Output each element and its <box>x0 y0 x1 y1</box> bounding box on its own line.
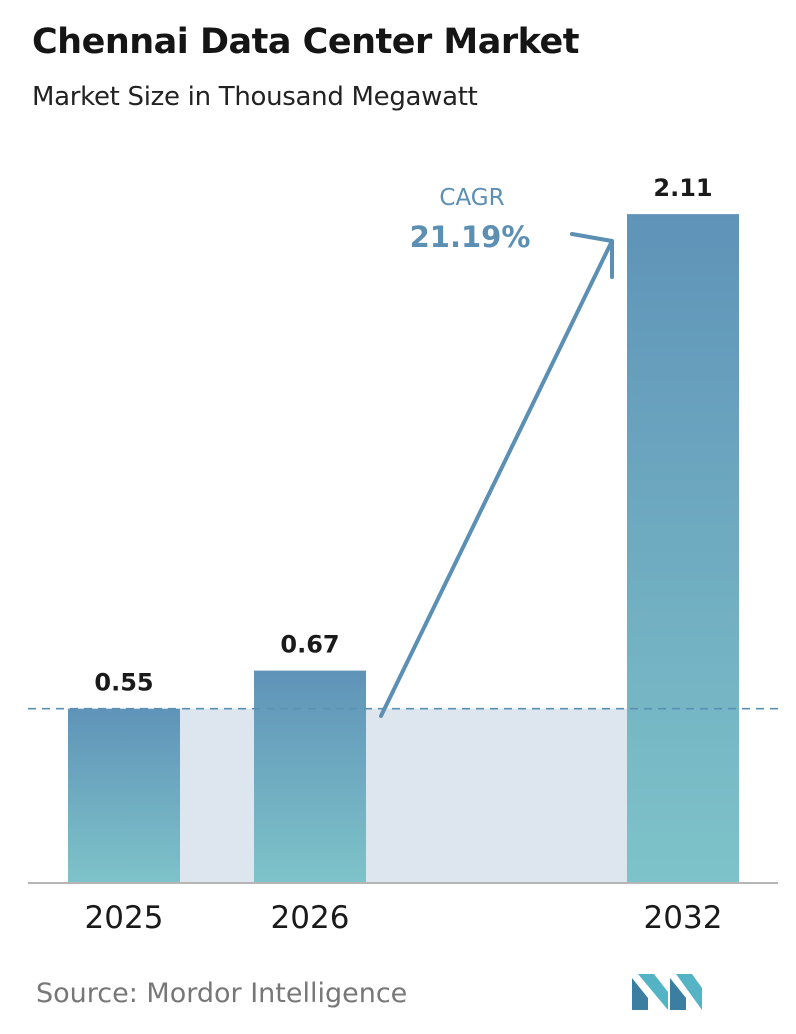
data-label-2025: 0.55 <box>94 669 153 697</box>
data-label-2026: 0.67 <box>280 631 339 659</box>
reference-band <box>180 708 627 883</box>
x-tick-label-2032: 2032 <box>644 900 723 936</box>
cagr-arrow-head <box>570 232 614 279</box>
chart-subtitle: Market Size in Thousand Megawatt <box>32 82 478 112</box>
mordor-intelligence-logo-icon <box>632 974 702 1010</box>
cagr-label: CAGR <box>439 185 504 211</box>
bar-2026 <box>254 670 366 883</box>
bar-2025 <box>68 708 180 883</box>
chart-title: Chennai Data Center Market <box>32 22 579 62</box>
cagr-value: 21.19% <box>410 220 531 254</box>
bar-2032 <box>627 214 739 883</box>
cagr-arrow <box>379 239 614 718</box>
source-note: Source: Mordor Intelligence <box>36 978 408 1009</box>
data-label-2032: 2.11 <box>653 174 712 202</box>
x-tick-label-2026: 2026 <box>271 900 350 936</box>
x-tick-label-2025: 2025 <box>85 900 164 936</box>
